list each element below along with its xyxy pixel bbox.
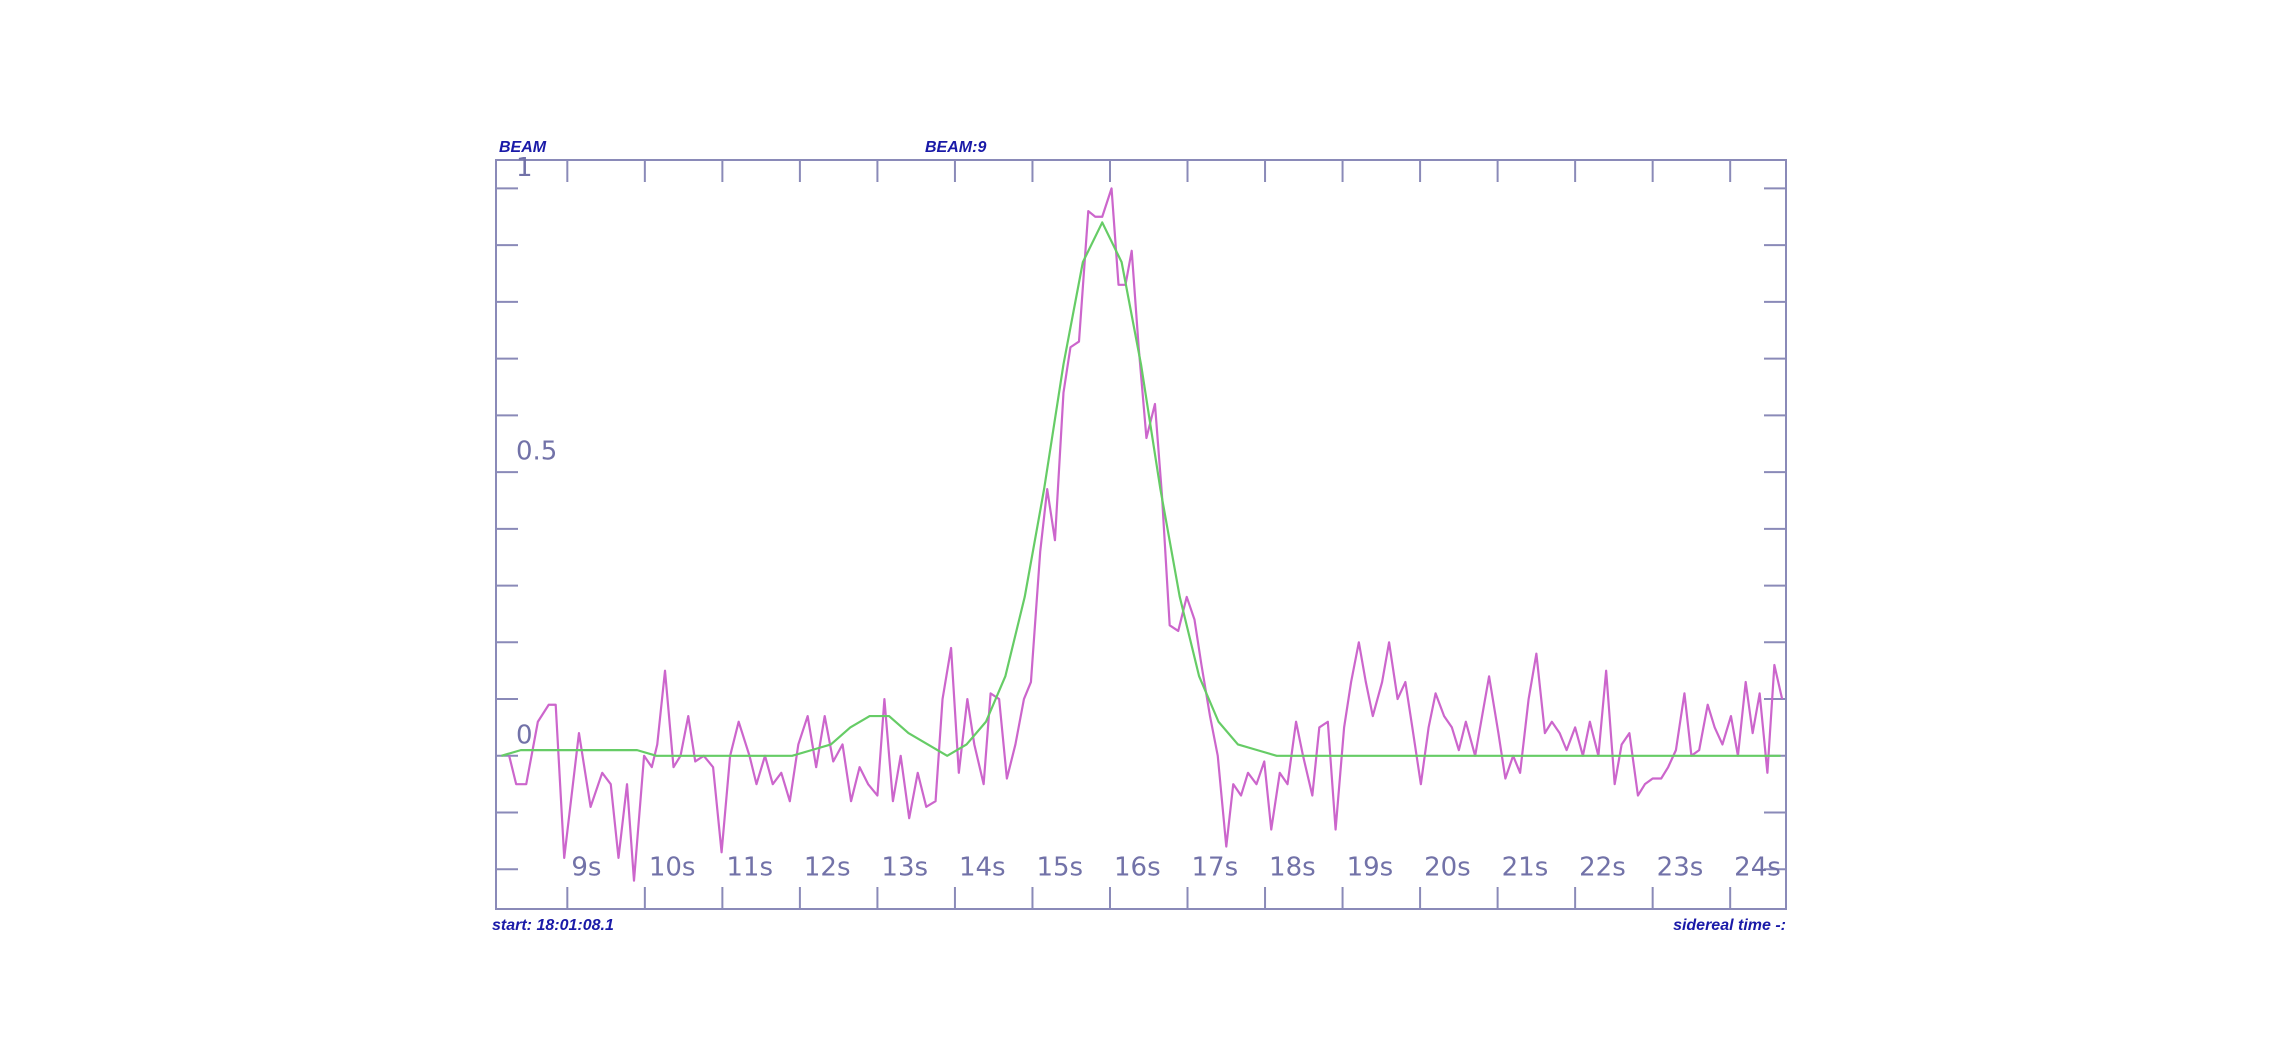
x-tick-label: 22s (1579, 853, 1626, 883)
x-tick-label: 16s (1114, 853, 1161, 883)
start-label: start: 18:01:08.1 (492, 917, 614, 934)
data-line (501, 221, 1781, 757)
x-tick-label: 21s (1502, 853, 1549, 883)
x-tick-label: 14s (959, 853, 1006, 883)
plot-frame (495, 159, 1787, 910)
data-line (508, 187, 1784, 882)
x-tick-label: 24s (1734, 853, 1781, 883)
y-tick-label: 0 (516, 720, 533, 750)
x-tick-label: 18s (1269, 853, 1316, 883)
x-tick-label: 10s (649, 853, 696, 883)
x-tick-label: 19s (1347, 853, 1394, 883)
header-left: BEAM (499, 139, 547, 156)
x-axis-label: sidereal time -: (1673, 917, 1786, 934)
x-tick-label: 12s (804, 853, 851, 883)
x-tick-label: 20s (1424, 853, 1471, 883)
y-tick-label: 0.5 (516, 437, 557, 467)
x-tick-label: 9s (571, 853, 601, 883)
x-tick-label: 15s (1036, 853, 1083, 883)
y-tick-label: 1 (516, 153, 533, 183)
x-tick-label: 11s (726, 853, 773, 883)
x-tick-label: 17s (1192, 853, 1239, 883)
x-tick-label: 23s (1657, 853, 1704, 883)
x-tick-label: 13s (881, 853, 928, 883)
chart-title: BEAM:9 (925, 139, 986, 156)
